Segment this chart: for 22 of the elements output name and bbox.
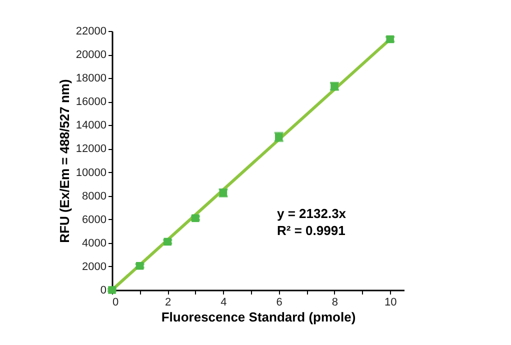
x-tick-label: 8 <box>332 296 338 308</box>
y-tick-label: 12000 <box>76 143 106 156</box>
x-tick-label: 2 <box>165 296 172 308</box>
annotation: R² = 0.9991 <box>277 223 346 238</box>
x-tick-label: 4 <box>220 296 227 308</box>
x-axis-title: Fluorescence Standard (pmole) <box>161 310 356 324</box>
y-tick-label: 6000 <box>82 214 106 226</box>
y-tick-label: 14000 <box>76 120 106 132</box>
y-tick-label: 20000 <box>76 49 106 62</box>
y-tick-label: 16000 <box>76 96 106 108</box>
x-tick-label: 6 <box>276 296 282 308</box>
y-axis-title: RFU (Ex/Em = 488/527 nm) <box>56 79 72 243</box>
y-tick-label: 10000 <box>76 166 106 179</box>
y-tick-label: 8000 <box>82 190 106 202</box>
y-tick-label: 2000 <box>82 260 106 273</box>
y-tick-label: 0 <box>100 284 106 296</box>
x-tick-label: 0 <box>112 296 119 308</box>
x-tick-label: 10 <box>384 296 397 308</box>
annotation: y = 2132.3x <box>277 206 347 221</box>
y-tick-label: 18000 <box>76 72 106 85</box>
y-tick-label: 4000 <box>82 237 106 250</box>
y-tick-label: 22000 <box>76 26 106 38</box>
